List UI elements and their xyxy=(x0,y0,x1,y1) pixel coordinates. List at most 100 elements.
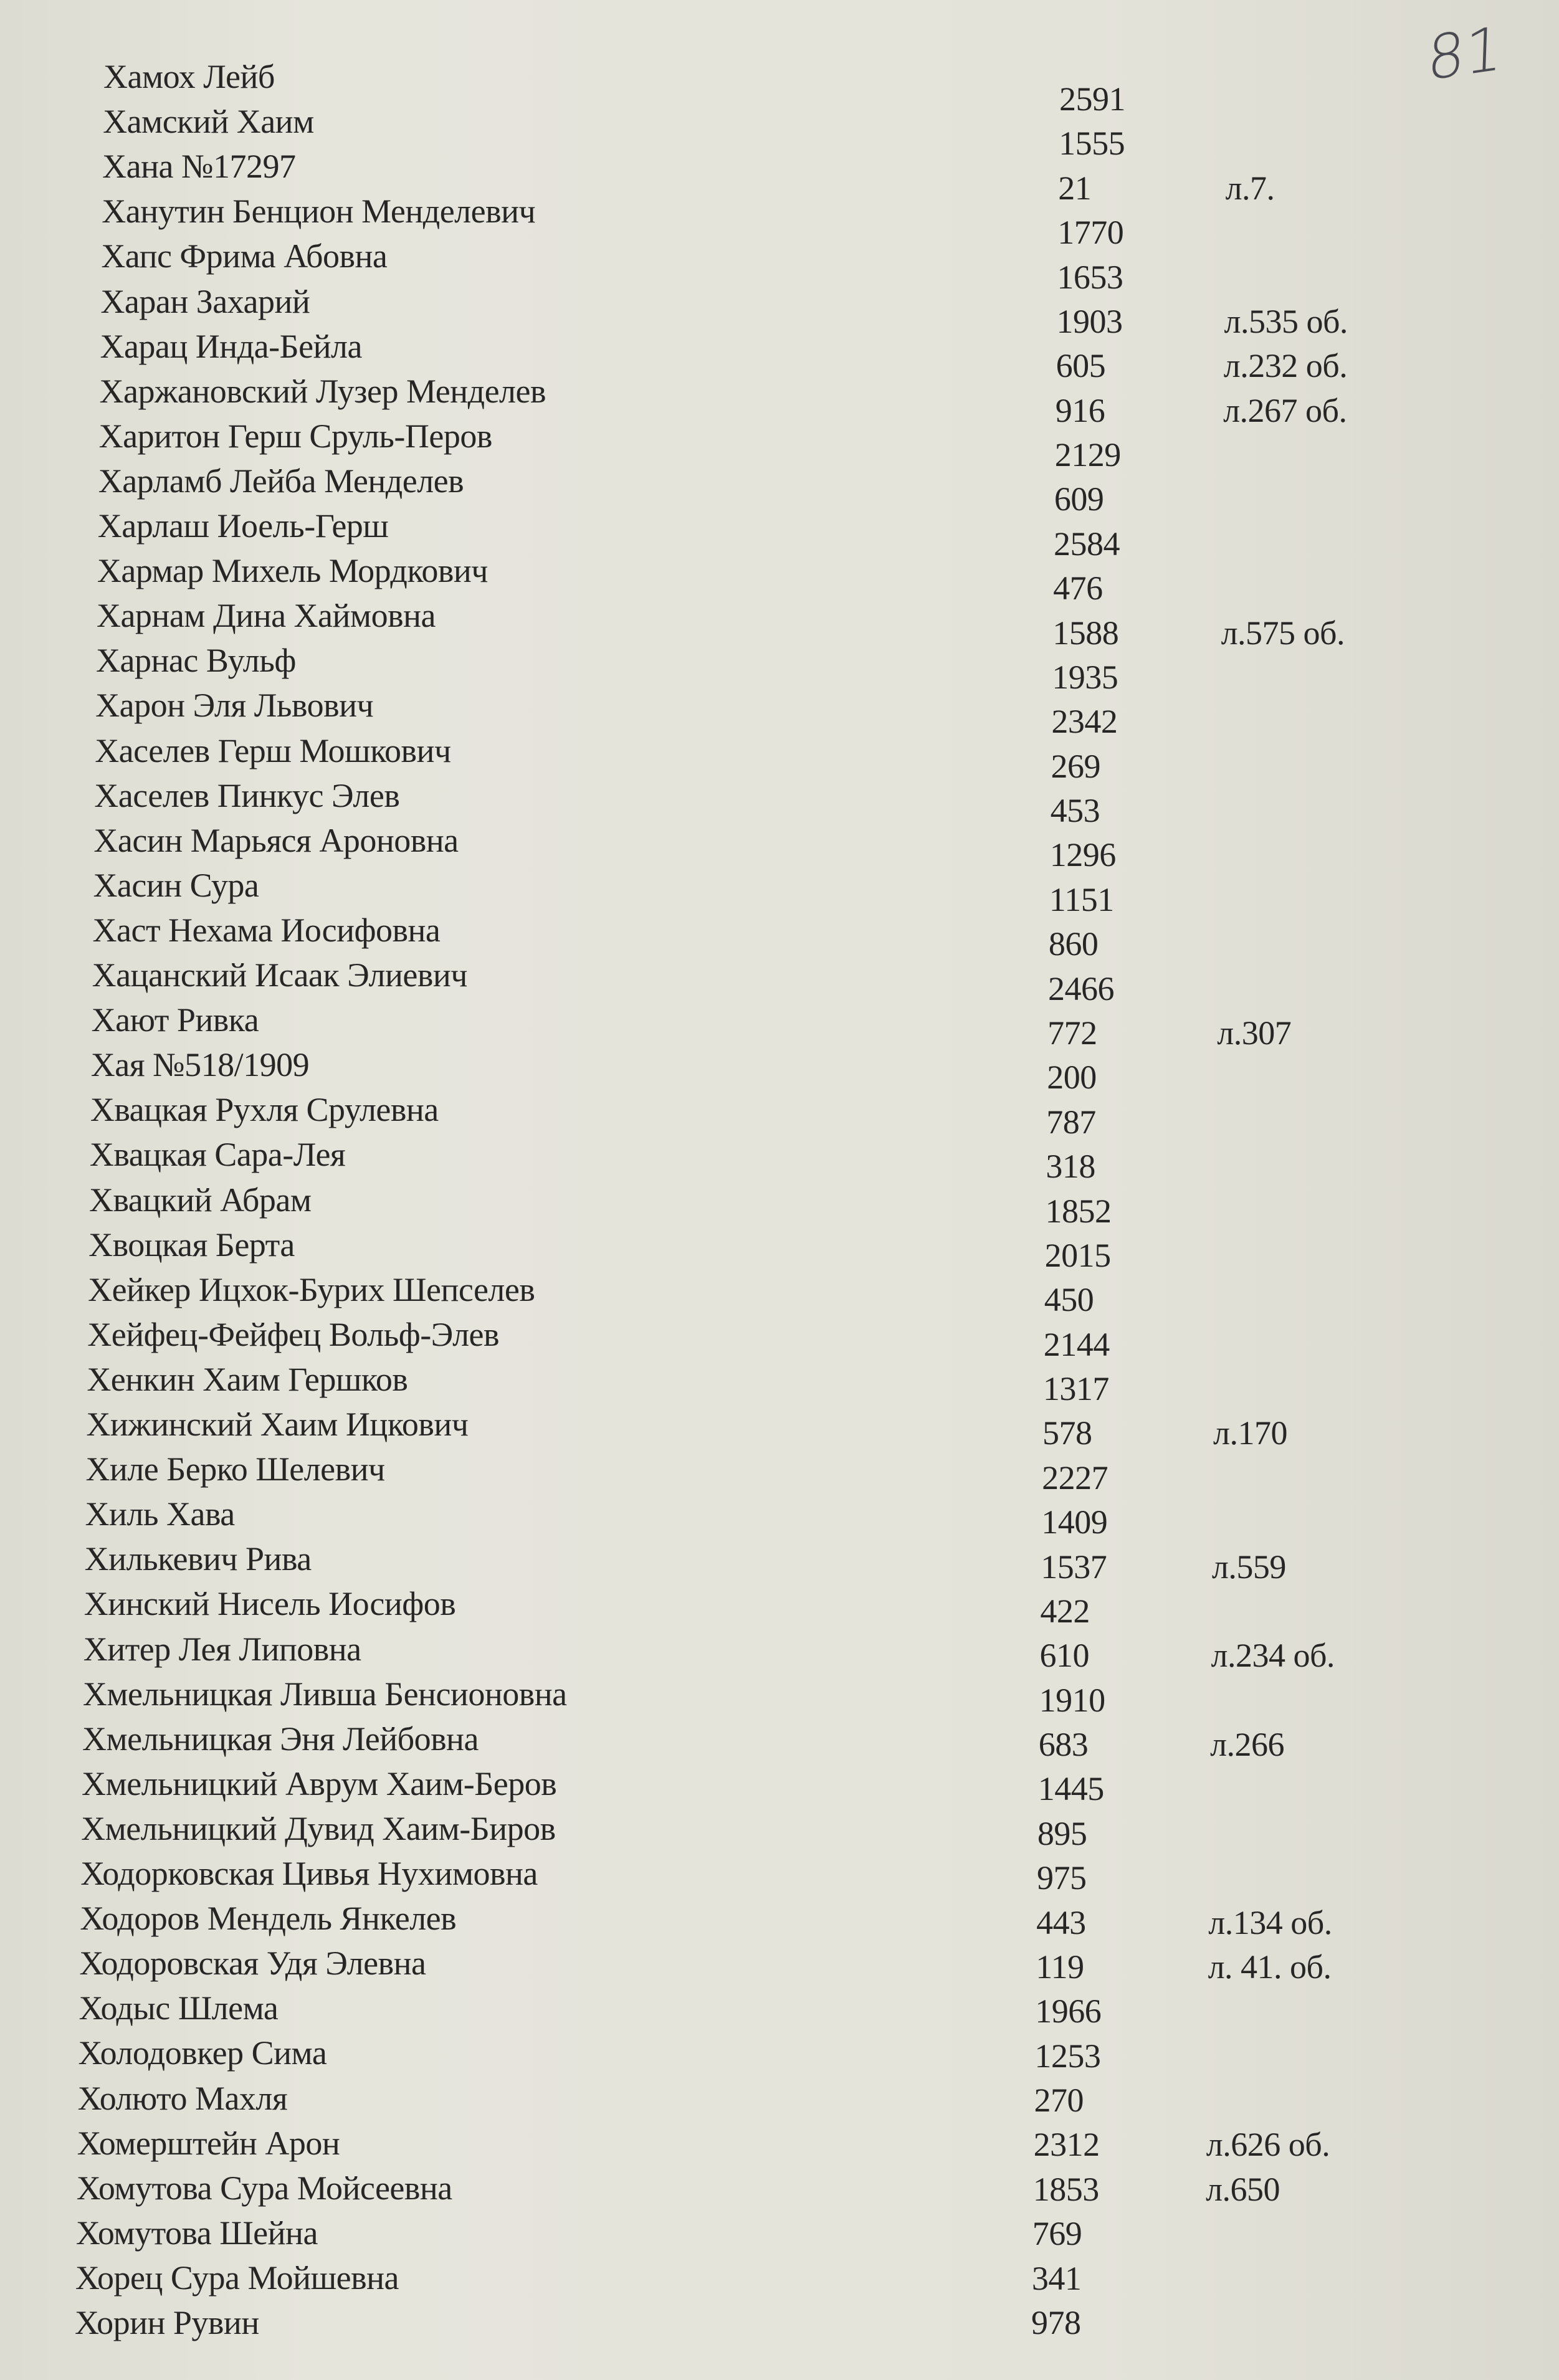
entry-name: Харжановский Лузер Менделев xyxy=(99,372,546,410)
list-item: Хвацкий Абрам 1852 xyxy=(0,1178,1559,1230)
entry-name: Хинский Нисель Иосифов xyxy=(83,1585,456,1623)
entry-number: 1151 xyxy=(1049,880,1115,918)
list-item: Хомутова Сура Мойсеевна 1853 л.650 xyxy=(0,2166,1559,2210)
entry-number: 318 xyxy=(1046,1148,1095,1186)
entry-name: Хают Ривка xyxy=(91,1001,259,1039)
entry-name: Хая №518/1909 xyxy=(90,1046,310,1084)
entry-name: Хенкин Хаим Гершков xyxy=(87,1360,408,1398)
list-item: Хамох Лейб 2591 xyxy=(0,55,1559,118)
list-item: Харнас Вульф 1935 xyxy=(0,639,1559,696)
entry-number: 1409 xyxy=(1041,1503,1108,1541)
entry-name: Хмельницкий Дувид Хаим-Биров xyxy=(81,1809,556,1847)
list-item: Хапс Фрима Абовна 1653 xyxy=(0,234,1559,295)
entry-number: 1770 xyxy=(1057,214,1124,252)
entry-number: 119 xyxy=(1036,1948,1084,1986)
entry-name: Харнам Дина Хаймовна xyxy=(96,597,436,635)
entry-number: 476 xyxy=(1053,569,1103,607)
list-item: Хейкер Ицхок-Бурих Шепселев 450 xyxy=(0,1268,1559,1319)
list-item: Хармар Михель Мордкович 476 xyxy=(0,549,1559,607)
list-item: Хорин Рувин 978 xyxy=(0,2301,1559,2344)
entry-number: 270 xyxy=(1034,2082,1084,2120)
entry-name: Хейкер Ицхок-Бурих Шепселев xyxy=(88,1270,535,1308)
entry-number: 2466 xyxy=(1048,969,1115,1007)
list-item: Хмельницкий Дувид Хаим-Биров 895 xyxy=(0,1807,1559,1852)
entry-number: 860 xyxy=(1048,925,1099,963)
entry-note: л.134 об. xyxy=(1208,1903,1332,1941)
entry-number: 978 xyxy=(1031,2304,1081,2341)
list-item: Хают Ривка 772 л.307 xyxy=(0,998,1559,1052)
list-item: Ходоровская Удя Элевна 119 л. 41. об. xyxy=(0,1941,1559,1986)
entry-name: Ханутин Бенцион Менделевич xyxy=(102,193,536,231)
entry-name: Ходоровская Удя Элевна xyxy=(79,1944,426,1983)
entry-note: л. 41. об. xyxy=(1208,1948,1332,1986)
entry-name: Хасин Марьяся Ароновна xyxy=(93,821,459,859)
list-item: Ходоров Мендель Янкелев 443 л.134 об. xyxy=(0,1897,1559,1941)
entry-number: 1555 xyxy=(1059,125,1125,163)
entry-number: 975 xyxy=(1037,1859,1087,1897)
list-item: Хенкин Хаим Гершков 1317 xyxy=(0,1358,1559,1407)
list-item: Хаселев Герш Мошкович 269 xyxy=(0,729,1559,785)
entry-number: 450 xyxy=(1044,1281,1094,1319)
entry-number: 769 xyxy=(1032,2215,1082,2253)
entry-name: Хмельницкая Эня Лейбовна xyxy=(82,1720,479,1758)
entry-number: 683 xyxy=(1038,1726,1089,1764)
entry-number: 453 xyxy=(1050,792,1100,830)
entry-number: 341 xyxy=(1031,2259,1082,2297)
entry-name: Харитон Герш Сруль-Перов xyxy=(98,417,493,455)
entry-number: 1653 xyxy=(1057,258,1123,296)
entry-name: Хапс Фрима Абовна xyxy=(101,237,388,275)
entry-name: Хомутова Шейна xyxy=(75,2214,318,2252)
entry-number: 787 xyxy=(1046,1103,1096,1141)
entry-number: 1903 xyxy=(1056,302,1123,340)
entry-note: л.232 об. xyxy=(1223,347,1348,385)
entry-name: Хасин Сура xyxy=(93,866,259,904)
entry-name: Хиль Хава xyxy=(85,1495,236,1533)
entry-note: л.307 xyxy=(1217,1014,1292,1052)
entry-name: Харан Захарий xyxy=(100,282,310,320)
entry-number: 2015 xyxy=(1044,1236,1112,1274)
list-item: Харламб Лейба Менделев 609 xyxy=(0,459,1559,518)
list-item: Хвацкая Рухля Срулевна 787 xyxy=(0,1088,1559,1140)
entry-number: 1853 xyxy=(1032,2170,1100,2208)
list-item: Харжановский Лузер Менделев 916 л.267 об. xyxy=(0,369,1559,429)
entry-note: л.535 об. xyxy=(1224,302,1348,340)
entry-number: 1935 xyxy=(1052,658,1118,696)
entry-note: л.7. xyxy=(1225,169,1275,207)
entry-name: Ходоров Мендель Янкелев xyxy=(80,1900,457,1938)
entry-note: л.267 об. xyxy=(1223,391,1347,429)
list-item: Хиле Берко Шелевич 2227 xyxy=(0,1447,1559,1497)
entry-name: Харон Эля Львович xyxy=(95,687,374,725)
entry-note: л.234 об. xyxy=(1211,1637,1335,1675)
entry-name: Харламб Лейба Менделев xyxy=(98,462,464,500)
entry-number: 2129 xyxy=(1054,436,1122,474)
list-item: Холодовкер Сима 1253 xyxy=(0,2031,1559,2075)
entry-name: Хитер Лея Липовна xyxy=(83,1630,361,1668)
list-item: Харнам Дина Хаймовна 1588 л.575 об. xyxy=(0,594,1559,651)
list-item: Хвацкая Сара-Лея 318 xyxy=(0,1133,1559,1185)
entry-name: Хамский Хаим xyxy=(103,103,314,141)
entry-name: Хаст Нехама Иосифовна xyxy=(92,911,441,949)
list-item: Хаст Нехама Иосифовна 860 xyxy=(0,908,1559,963)
entry-name: Ходорковская Цивья Нухимовна xyxy=(80,1855,538,1892)
entry-number: 1588 xyxy=(1052,614,1119,652)
entry-name: Хиле Берко Шелевич xyxy=(85,1450,385,1488)
entry-name: Хорец Сура Мойшевна xyxy=(75,2259,399,2297)
entry-name: Хвацкая Сара-Лея xyxy=(89,1136,346,1174)
entry-name: Хилькевич Рива xyxy=(84,1540,312,1578)
entry-number: 2227 xyxy=(1042,1459,1108,1497)
entry-name: Ходыс Шлема xyxy=(79,1989,279,2027)
list-item: Хацанский Исаак Элиевич 2466 xyxy=(0,953,1559,1007)
entry-number: 1852 xyxy=(1045,1192,1112,1230)
entry-name: Хвоцкая Берта xyxy=(88,1226,295,1264)
list-item: Ходорковская Цивья Нухимовна 975 xyxy=(0,1852,1559,1897)
entry-name: Хейфец-Фейфец Вольф-Элев xyxy=(87,1315,500,1353)
entry-number: 1910 xyxy=(1039,1681,1106,1719)
list-item: Харац Инда-Бейла 605 л.232 об. xyxy=(0,325,1559,385)
entry-name: Хацанский Исаак Элиевич xyxy=(92,956,468,994)
entry-name: Хорин Рувин xyxy=(75,2304,259,2341)
list-item: Ходыс Шлема 1966 xyxy=(0,1986,1559,2030)
entry-number: 578 xyxy=(1042,1414,1092,1452)
entry-name: Холодовкер Сима xyxy=(78,2034,327,2072)
entry-number: 2144 xyxy=(1043,1325,1110,1363)
entry-number: 609 xyxy=(1054,480,1104,518)
